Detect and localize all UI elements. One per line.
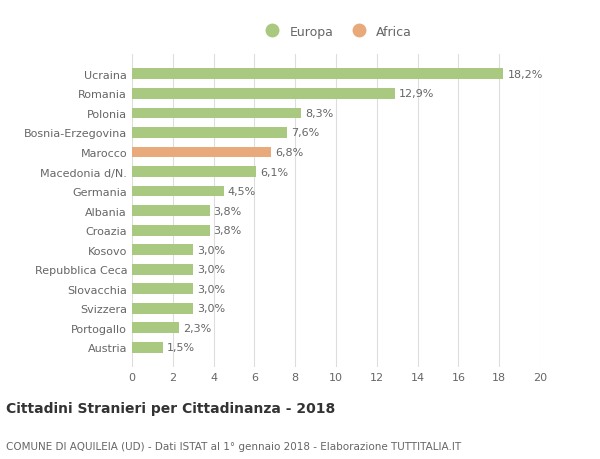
Bar xyxy=(132,206,209,217)
Text: 8,3%: 8,3% xyxy=(305,109,334,118)
Text: 12,9%: 12,9% xyxy=(399,89,434,99)
Bar xyxy=(132,264,193,275)
Bar xyxy=(132,89,395,100)
Text: 6,1%: 6,1% xyxy=(260,167,289,177)
Legend: Europa, Africa: Europa, Africa xyxy=(255,21,417,44)
Bar xyxy=(132,108,301,119)
Bar xyxy=(132,303,193,314)
Text: COMUNE DI AQUILEIA (UD) - Dati ISTAT al 1° gennaio 2018 - Elaborazione TUTTITALI: COMUNE DI AQUILEIA (UD) - Dati ISTAT al … xyxy=(6,441,461,451)
Text: 3,0%: 3,0% xyxy=(197,284,226,294)
Text: 18,2%: 18,2% xyxy=(508,70,543,79)
Text: 3,8%: 3,8% xyxy=(214,226,242,235)
Bar xyxy=(132,186,224,197)
Text: 6,8%: 6,8% xyxy=(275,148,303,157)
Text: 3,0%: 3,0% xyxy=(197,245,226,255)
Text: 4,5%: 4,5% xyxy=(228,187,256,196)
Bar xyxy=(132,225,209,236)
Text: 1,5%: 1,5% xyxy=(167,343,195,353)
Bar xyxy=(132,323,179,334)
Bar xyxy=(132,69,503,80)
Text: 3,0%: 3,0% xyxy=(197,265,226,274)
Text: 7,6%: 7,6% xyxy=(291,128,319,138)
Bar xyxy=(132,167,256,178)
Text: Cittadini Stranieri per Cittadinanza - 2018: Cittadini Stranieri per Cittadinanza - 2… xyxy=(6,402,335,415)
Bar xyxy=(132,342,163,353)
Text: 2,3%: 2,3% xyxy=(183,323,211,333)
Bar xyxy=(132,147,271,158)
Text: 3,8%: 3,8% xyxy=(214,206,242,216)
Bar xyxy=(132,245,193,256)
Bar xyxy=(132,128,287,139)
Text: 3,0%: 3,0% xyxy=(197,304,226,313)
Bar xyxy=(132,284,193,295)
